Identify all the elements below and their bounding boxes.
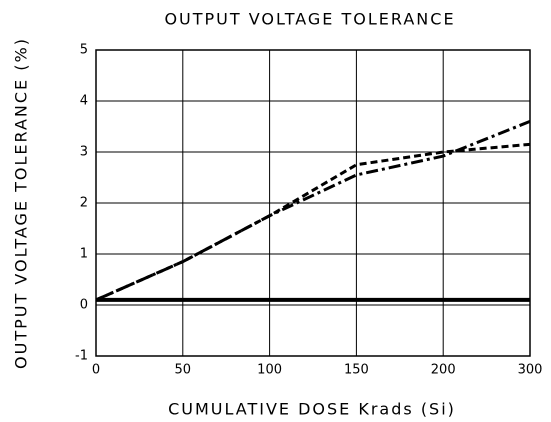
y-tick-label: 4 bbox=[80, 94, 88, 109]
data-line bbox=[95, 120, 531, 302]
y-tick-label: 5 bbox=[80, 43, 88, 58]
x-axis-label: CUMULATIVE DOSE Krads (Si) bbox=[168, 400, 456, 419]
y-tick-label: 0 bbox=[80, 298, 88, 313]
y-tick-label: 3 bbox=[80, 145, 88, 160]
y-tick-label: 1 bbox=[80, 247, 88, 262]
y-tick-label: -1 bbox=[75, 349, 88, 364]
data-line bbox=[95, 142, 531, 302]
x-tick-label: 100 bbox=[257, 363, 282, 378]
y-tick-label: 2 bbox=[80, 196, 88, 211]
x-tick-label: 0 bbox=[92, 363, 100, 378]
y-axis-label: OUTPUT VOLTAGE TOLERANCE (%) bbox=[12, 37, 31, 369]
x-tick-label: 150 bbox=[344, 363, 369, 378]
x-tick-label: 50 bbox=[175, 363, 192, 378]
x-tick-label: 200 bbox=[431, 363, 456, 378]
x-tick-label: 300 bbox=[518, 363, 543, 378]
plot-frame bbox=[95, 49, 531, 357]
chart-title: OUTPUT VOLTAGE TOLERANCE bbox=[164, 10, 455, 29]
